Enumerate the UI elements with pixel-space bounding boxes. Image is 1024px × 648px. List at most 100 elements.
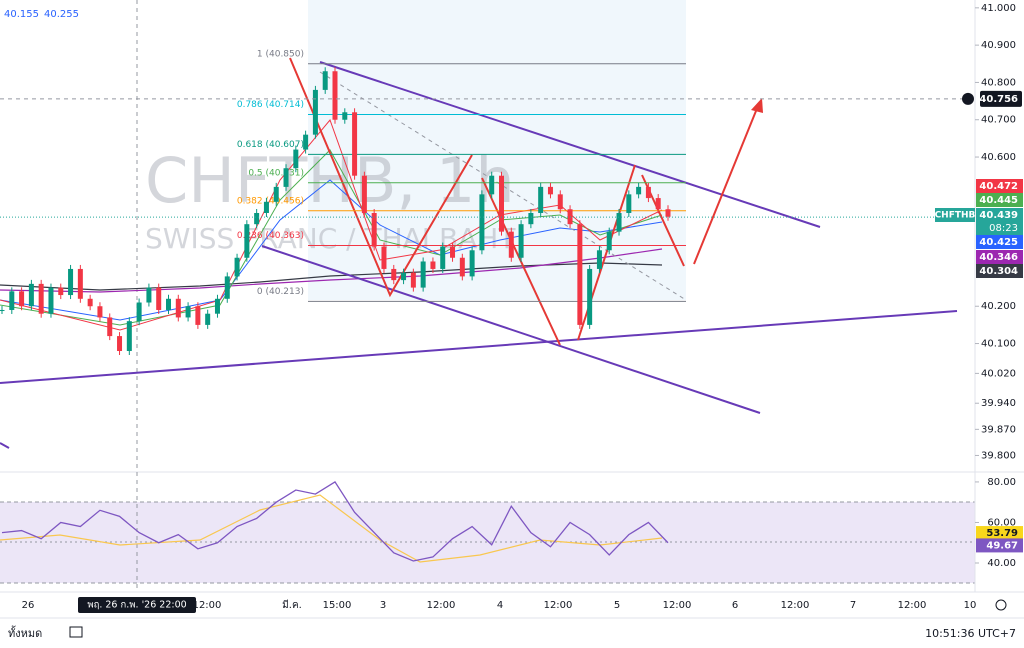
ohlc-value: 40.255 xyxy=(44,9,79,20)
x-tick-label: 5 xyxy=(614,600,620,611)
candle-body xyxy=(224,276,230,299)
price-badge xyxy=(976,179,1023,193)
range-button[interactable]: ทั้งหมด xyxy=(8,625,42,640)
candle-body xyxy=(410,272,416,288)
rsi-tick-label: 40.00 xyxy=(987,558,1016,569)
y-tick-label: 40.020 xyxy=(981,368,1016,379)
crosshair-price: 40.756 xyxy=(979,94,1018,105)
rsi-tick-label: 60.00 xyxy=(987,517,1016,528)
x-tick-label: 12:00 xyxy=(193,600,222,611)
candle-body xyxy=(636,186,642,195)
symbol-badge-label: CHFTHB xyxy=(935,211,976,221)
candle-body xyxy=(303,134,309,150)
fib-label: 0 (40.213) xyxy=(257,287,304,297)
calendar-icon[interactable] xyxy=(69,626,83,638)
candle-body xyxy=(352,112,358,176)
candle-body xyxy=(528,212,534,225)
candle-body xyxy=(273,186,279,202)
y-tick-label: 40.200 xyxy=(981,301,1016,312)
candle-body xyxy=(547,186,553,195)
add-alert[interactable] xyxy=(962,92,974,105)
y-tick-label: 40.100 xyxy=(981,339,1016,350)
fib-label: 0.786 (40.714) xyxy=(237,100,304,110)
candle-body xyxy=(440,246,446,269)
candle-body xyxy=(420,261,426,288)
candle-body xyxy=(214,298,220,314)
price-badge xyxy=(976,250,1023,264)
candle-body xyxy=(263,201,269,213)
candle-body xyxy=(58,287,64,296)
arrow-head xyxy=(751,98,763,113)
candle-body xyxy=(645,186,651,199)
crosshair-time: พฤ. 26 ก.พ. '26 22:00 xyxy=(87,600,186,611)
x-tick-label: 12:00 xyxy=(781,600,810,611)
candle-body xyxy=(479,194,485,251)
rsi-badge xyxy=(976,538,1023,553)
fib-label: 0.236 (40.363) xyxy=(237,231,304,241)
candle-body xyxy=(136,302,142,322)
candle-body xyxy=(28,283,34,307)
candle-body xyxy=(665,209,671,217)
candle-body xyxy=(596,250,602,269)
y-tick-label: 40.600 xyxy=(981,152,1016,163)
candle-body xyxy=(19,291,25,307)
candle-body xyxy=(587,268,593,325)
candle-body xyxy=(185,306,191,318)
y-tick-label: 40.900 xyxy=(981,40,1016,51)
fib-label: 0.382 (40.456) xyxy=(237,196,304,206)
settings-icon[interactable] xyxy=(995,599,1007,611)
candle-body xyxy=(77,268,83,299)
countdown-label: 08:23 xyxy=(989,223,1018,234)
rsi-ma xyxy=(0,494,663,563)
x-tick-label: 7 xyxy=(850,600,856,611)
rsi-tick-label: 80.00 xyxy=(987,477,1016,488)
x-tick-label: 12:00 xyxy=(544,600,573,611)
price-badge xyxy=(976,235,1023,249)
candle-body xyxy=(332,71,338,120)
price-badge-label: 40.425 xyxy=(979,237,1018,248)
x-tick-label: 10 xyxy=(964,600,977,611)
candle-body xyxy=(117,336,123,352)
countdown-badge xyxy=(976,222,1023,235)
fib-label: 1 (40.850) xyxy=(257,49,304,59)
symbol-badge xyxy=(935,208,975,222)
candle-body xyxy=(401,272,407,281)
price-badge-label: 40.439 xyxy=(979,210,1018,221)
x-tick-label: 12:00 xyxy=(898,600,927,611)
candle-body xyxy=(518,224,524,258)
wave-arrow xyxy=(693,105,759,265)
ma-100 xyxy=(0,248,663,293)
candle-body xyxy=(9,291,15,310)
candle-body xyxy=(538,186,544,213)
trendline xyxy=(319,61,821,228)
candle-body xyxy=(469,250,475,277)
price-badge-label: 40.346 xyxy=(979,252,1018,263)
candle-body xyxy=(283,168,289,187)
crosshair-badge xyxy=(980,90,1022,107)
price-badge-label: 40.472 xyxy=(979,181,1018,192)
candle-body xyxy=(205,313,211,325)
candle-body xyxy=(391,268,397,281)
candle-body xyxy=(499,175,504,232)
rsi-badge-label: 49.67 xyxy=(986,540,1018,551)
candle-body xyxy=(175,298,181,318)
y-tick-label: 41.000 xyxy=(981,3,1016,14)
candle-body xyxy=(254,212,260,225)
y-tick-label: 39.870 xyxy=(981,424,1016,435)
candle-body xyxy=(626,194,632,213)
x-tick-label: 12:00 xyxy=(663,600,692,611)
candle-body xyxy=(557,194,563,210)
candle-body xyxy=(312,89,318,135)
candle-body xyxy=(430,261,436,269)
trendline xyxy=(0,442,10,449)
candle-body xyxy=(126,321,132,352)
fib-label: 0.5 (40.531) xyxy=(248,168,304,178)
clock: 10:51:36 UTC+7 xyxy=(925,627,1016,640)
y-tick-label: 39.800 xyxy=(981,450,1016,461)
rsi-badge xyxy=(976,526,1023,541)
trendline xyxy=(0,310,958,384)
dynamic-layer: 41.000 40.900 40.800 40.700 40.600 40.200 40.1… xyxy=(0,3,1023,613)
candle-body xyxy=(361,175,367,213)
price-badge xyxy=(976,208,1023,222)
candle-body xyxy=(293,149,299,169)
